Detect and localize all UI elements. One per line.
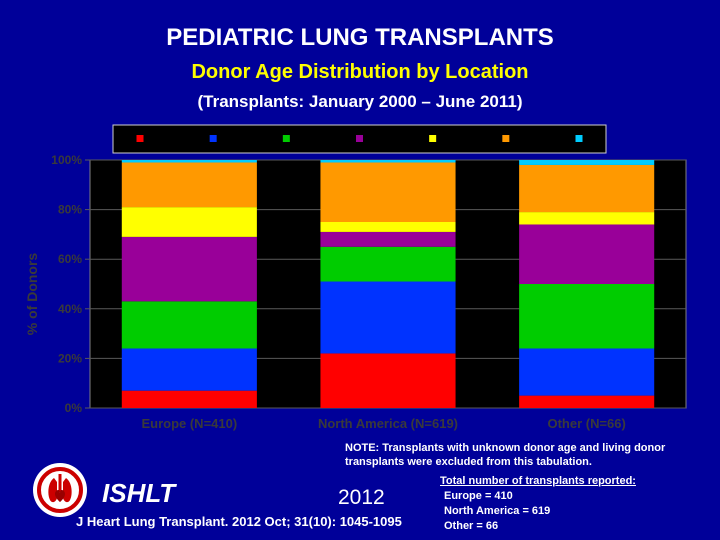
bar-segment-1-5 [121,207,257,237]
year-label: 2012 [338,486,385,509]
period-label: (Transplants: January 2000 – June 2011) [197,92,523,111]
transplant-counts: Europe = 410 North America = 619 Other =… [444,489,644,534]
legend-swatch-7 [575,135,583,142]
bar-segment-1-2 [121,348,257,391]
ishlt-logo-icon [33,463,87,517]
y-tick-label: 100% [51,153,82,167]
bar-segment-2-4 [320,231,456,247]
bar-segment-3-5 [519,212,655,225]
bar-segment-2-6 [320,162,456,222]
bar-segment-1-7 [121,160,257,163]
note-heading: Total number of transplants reported: [440,475,636,487]
x-tick-label: Other (N=66) [547,416,625,431]
y-tick-label: 80% [58,203,82,217]
y-tick-label: 60% [58,252,82,266]
bar-segment-1-1 [121,390,257,408]
x-tick-label: North America (N=619) [318,416,458,431]
legend-swatch-3 [282,135,290,142]
chart-subtitle: Donor Age Distribution by Location [191,61,529,83]
legend-swatch-5 [429,135,437,142]
legend-swatch-6 [502,135,510,142]
legend-swatch-4 [356,135,363,142]
count-north-america: North America = 619 [444,505,551,517]
bar-segment-3-2 [519,348,655,396]
bar-segment-3-3 [519,284,655,349]
bar-segment-2-2 [320,281,456,354]
count-europe: Europe = 410 [444,490,513,502]
y-tick-label: 0% [65,401,83,415]
bar-segment-2-3 [320,246,456,282]
bar-segment-3-4 [519,224,655,284]
bar-segment-2-5 [320,222,456,232]
y-tick-label: 20% [58,351,82,365]
count-other: Other = 66 [444,520,499,532]
bar-segment-2-1 [320,353,456,408]
bar-segment-3-6 [519,164,655,213]
bar-segment-1-6 [121,162,257,208]
y-axis-label: % of Donors [24,253,40,336]
bar-segment-2-7 [320,160,456,163]
bar-segment-1-4 [121,236,257,302]
bar-segment-3-1 [519,395,655,408]
y-tick-label: 40% [58,302,82,316]
bar-segment-3-7 [519,160,655,165]
legend-swatch-1 [136,135,144,142]
ishlt-label: ISHLT [102,478,176,508]
chart-title: PEDIATRIC LUNG TRANSPLANTS [166,24,554,51]
note-text: NOTE: Transplants with unknown donor age… [345,442,666,468]
x-tick-label: Europe (N=410) [141,416,237,431]
legend-swatch-2 [209,135,217,142]
bar-segment-1-3 [121,301,257,349]
citation: J Heart Lung Transplant. 2012 Oct; 31(10… [76,514,402,529]
